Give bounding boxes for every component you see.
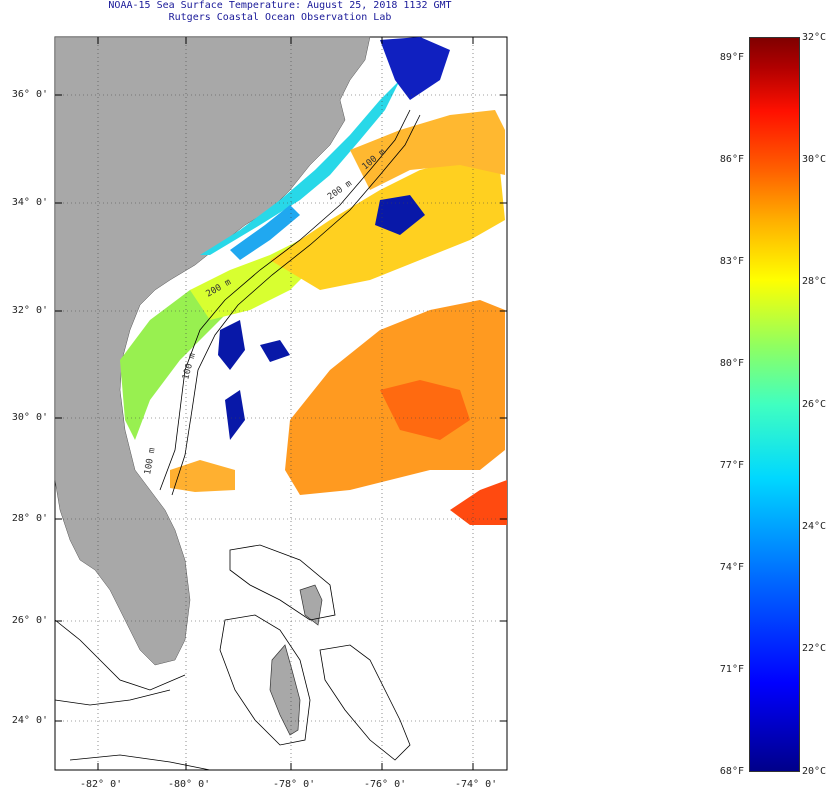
colorbar-f-label: 86°F (719, 154, 744, 165)
colorbar-f-label: 74°F (719, 562, 744, 573)
frame-ticks (55, 37, 507, 770)
colorbar-f-label: 89°F (719, 52, 744, 63)
lat-label: 36° 0' (11, 89, 48, 100)
colorbar-f-label: 71°F (719, 664, 744, 675)
lon-label: -82° 0' (80, 779, 123, 790)
colorbar-c-label: 30°C (802, 154, 827, 165)
lat-label: 32° 0' (11, 305, 48, 316)
land-andros (269, 644, 301, 736)
colorbar-c-label: 24°C (802, 521, 827, 532)
colorbar-c-label: 26°C (802, 399, 827, 410)
colorbar-f-label: 77°F (719, 460, 744, 471)
map-subtitle: Rutgers Coastal Ocean Observation Lab (168, 12, 392, 23)
isobath-label: 100 m (143, 447, 158, 475)
land-mainland (54, 36, 371, 666)
lat-label: 30° 0' (11, 412, 48, 423)
lat-label: 24° 0' (11, 715, 48, 726)
colorbar-c-label: 20°C (802, 766, 827, 777)
colorbar-c-label: 22°C (802, 643, 827, 654)
lat-label: 26° 0' (11, 615, 48, 626)
colorbar-f-label: 83°F (719, 256, 744, 267)
lon-label: -74° 0' (455, 779, 498, 790)
map-title: NOAA-15 Sea Surface Temperature: August … (108, 0, 452, 11)
land-abaco (299, 584, 323, 626)
colorbar-f-label: 80°F (719, 358, 744, 369)
lat-label: 28° 0' (11, 513, 48, 524)
isobath-contours (54, 109, 421, 771)
lon-label: -78° 0' (273, 779, 316, 790)
graticule (55, 37, 507, 770)
colorbar-f-label: 68°F (719, 766, 744, 777)
temperature-colorbar (749, 37, 800, 772)
colorbar-c-label: 28°C (802, 276, 827, 287)
colorbar-c-label: 32°C (802, 32, 827, 43)
sst-field (120, 37, 507, 525)
lon-label: -80° 0' (168, 779, 211, 790)
lat-label: 34° 0' (11, 197, 48, 208)
lon-label: -76° 0' (364, 779, 407, 790)
